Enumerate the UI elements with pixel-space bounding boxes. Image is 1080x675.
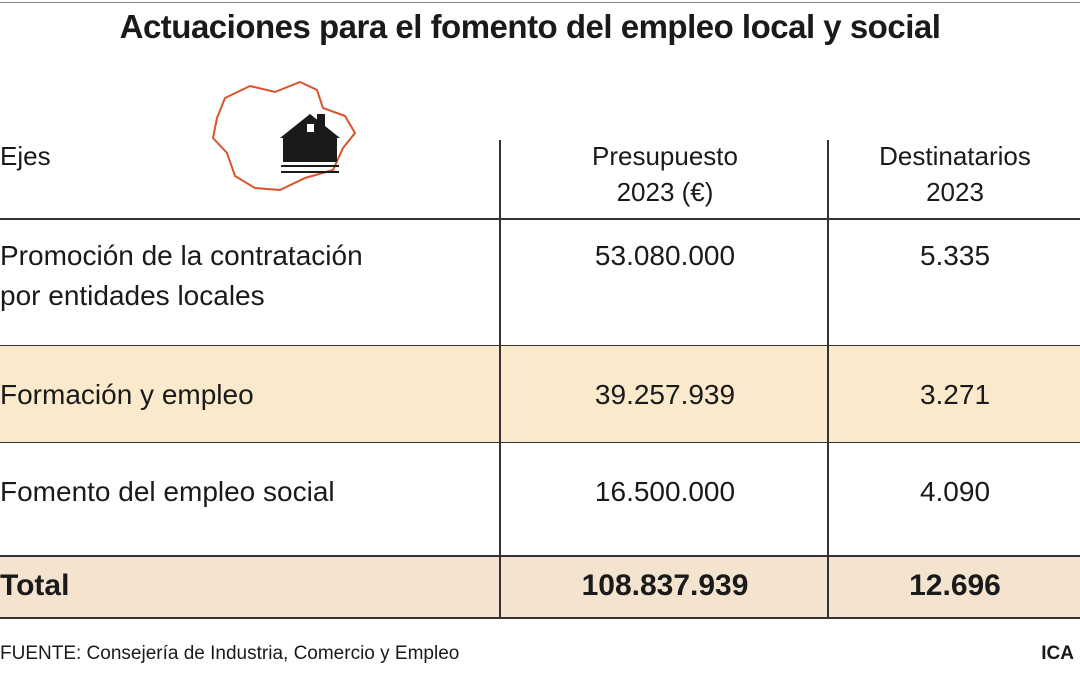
- row-highlight: [0, 345, 1080, 442]
- recipients: 4.090: [919, 476, 991, 507]
- map-icon: [211, 80, 357, 192]
- recipients: 5.335: [919, 240, 991, 271]
- column-rule: [499, 140, 501, 618]
- title: Actuaciones para el fomento del empleo l…: [119, 8, 941, 45]
- rule: [0, 617, 1080, 619]
- column-header: Ejes: [0, 141, 51, 171]
- rule: [0, 345, 1080, 346]
- rule: [0, 555, 1080, 557]
- budget: 39.257.939: [594, 379, 736, 410]
- rule: [0, 218, 1080, 220]
- row-label: Promoción de la contratación por entidad…: [0, 240, 363, 311]
- total-highlight: [0, 556, 1080, 618]
- top-rule: [0, 2, 1080, 3]
- column-header: Presupuesto 2023 (€): [592, 141, 738, 207]
- row-label: Fomento del empleo social: [0, 476, 335, 507]
- column-header: Destinatarios 2023: [879, 141, 1031, 207]
- recipients: 3.271: [919, 379, 991, 410]
- total-label: Total: [0, 569, 70, 602]
- total-budget: 108.837.939: [581, 569, 749, 602]
- total-recipients: 12.696: [909, 569, 1001, 602]
- credit: ICA: [1041, 643, 1074, 664]
- rule: [0, 442, 1080, 443]
- source: FUENTE: Consejería de Industria, Comerci…: [0, 643, 460, 664]
- budget: 53.080.000: [594, 240, 736, 271]
- column-rule: [827, 140, 829, 618]
- row-label: Formación y empleo: [0, 379, 254, 410]
- budget: 16.500.000: [594, 476, 736, 507]
